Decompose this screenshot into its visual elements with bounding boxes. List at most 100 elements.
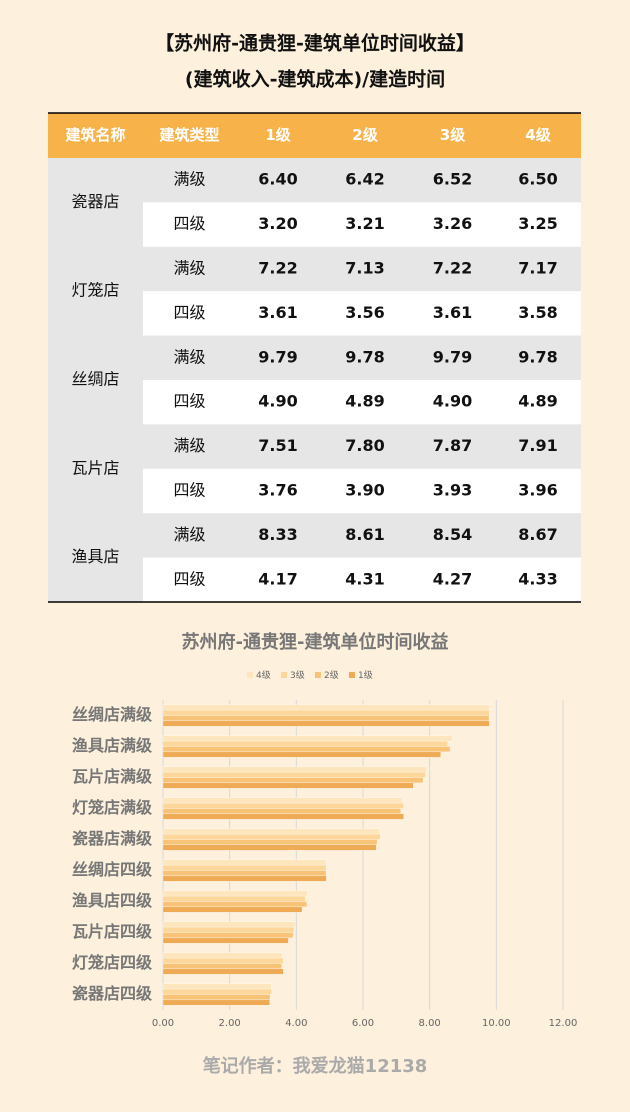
building-type: 四级: [173, 392, 205, 411]
bar: [162, 864, 327, 871]
cell-value: 9.78: [518, 347, 557, 366]
bar: [162, 715, 490, 722]
bar: [162, 859, 327, 866]
cell-value: 7.80: [345, 436, 384, 455]
table-header-bg: [48, 113, 581, 158]
column-header: 建筑类型: [159, 126, 219, 144]
row-bg: [143, 380, 581, 425]
building-type: 四级: [173, 481, 205, 500]
cell-value: 8.54: [433, 525, 472, 544]
bar: [162, 890, 308, 897]
bar: [162, 952, 283, 959]
cell-value: 3.56: [345, 303, 384, 322]
y-tick-label: 渔具店满级: [72, 736, 153, 755]
cell-value: 4.17: [258, 569, 297, 588]
bar: [162, 875, 327, 882]
y-tick-label: 丝绸店满级: [72, 705, 153, 724]
cell-value: 3.61: [258, 303, 297, 322]
x-tick-label: 12.00: [549, 1018, 578, 1029]
cell-value: 3.93: [433, 481, 472, 500]
building-type: 满级: [173, 259, 205, 278]
row-bg: [143, 468, 581, 514]
building-type: 四级: [173, 214, 205, 233]
row-bg: [143, 424, 581, 469]
bar: [162, 766, 427, 773]
column-header: 4级: [525, 126, 551, 144]
y-tick-label: 瓷器店四级: [72, 984, 153, 1003]
cell-value: 7.17: [518, 259, 557, 278]
legend-swatch: [247, 672, 253, 678]
bar: [162, 983, 272, 990]
cell-value: 7.22: [433, 259, 472, 278]
x-tick-label: 8.00: [419, 1018, 441, 1029]
cell-value: 4.89: [518, 392, 557, 411]
bar: [162, 937, 289, 944]
bar: [162, 720, 490, 727]
bar: [162, 751, 441, 758]
bar: [162, 844, 377, 851]
row-bg: [143, 557, 581, 602]
chart: 苏州府-通贵狸-建筑单位时间收益 0.00 2.00 4.00 6.00 8.00 10.…: [72, 631, 577, 1029]
cell-value: 3.58: [518, 303, 557, 322]
row-bg: [143, 202, 581, 247]
cell-value: 7.13: [345, 259, 384, 278]
legend-swatch: [315, 672, 321, 678]
bar: [162, 808, 401, 815]
cell-value: 7.91: [518, 436, 557, 455]
bar: [162, 932, 294, 939]
bar: [162, 709, 490, 716]
cell-value: 4.27: [433, 569, 472, 588]
row-bg: [143, 291, 581, 336]
cell-value: 8.67: [518, 525, 557, 544]
cell-value: 3.61: [433, 303, 472, 322]
y-tick-label: 灯笼店满级: [72, 798, 153, 817]
y-tick-label: 渔具店四级: [72, 891, 153, 910]
cell-value: 7.87: [433, 436, 472, 455]
row-bg: [143, 335, 581, 380]
cell-value: 9.79: [258, 347, 297, 366]
cell-value: 4.89: [345, 392, 384, 411]
cell-value: 3.90: [345, 481, 384, 500]
bar: [162, 704, 490, 711]
cell-value: 6.50: [518, 170, 557, 189]
cell-value: 6.42: [345, 170, 384, 189]
bar: [162, 994, 271, 1001]
row-bg: [143, 246, 581, 292]
page-title: 【苏州府-通贵狸-建筑单位时间收益】: [155, 32, 475, 55]
cell-value: 4.90: [258, 392, 297, 411]
cell-value: 3.20: [258, 214, 297, 233]
building-type: 满级: [173, 525, 205, 544]
cell-value: 3.76: [258, 481, 297, 500]
name-cell: [48, 158, 143, 247]
bar: [162, 746, 451, 753]
bar: [162, 802, 404, 809]
bar: [162, 999, 270, 1006]
cell-value: 3.25: [518, 214, 557, 233]
bar: [162, 771, 426, 778]
cell-value: 9.78: [345, 347, 384, 366]
column-header: 3级: [440, 126, 466, 144]
name-cell: [48, 335, 143, 425]
column-header: 2级: [352, 126, 378, 144]
footer: 笔记作者：我爱龙猫12138: [203, 1055, 428, 1077]
y-tick-label: 丝绸店四级: [72, 860, 153, 879]
building-name: 瓷器店: [71, 192, 119, 211]
cell-value: 3.96: [518, 481, 557, 500]
cell-value: 9.79: [433, 347, 472, 366]
x-tick-label: 0.00: [152, 1018, 174, 1029]
bar: [162, 901, 307, 908]
cell-value: 8.33: [258, 525, 297, 544]
legend-label: 3级: [290, 669, 305, 681]
y-tick-label: 瓦片店满级: [72, 767, 153, 786]
building-type: 四级: [173, 569, 205, 588]
legend-label: 4级: [256, 669, 271, 681]
cell-value: 7.22: [258, 259, 297, 278]
bar: [162, 968, 284, 975]
name-cell: [48, 424, 143, 514]
y-tick-label: 瓦片店四级: [72, 922, 153, 941]
bar: [162, 988, 272, 995]
legend-swatch: [281, 672, 287, 678]
name-cell: [48, 246, 143, 336]
row-bg: [143, 158, 581, 203]
